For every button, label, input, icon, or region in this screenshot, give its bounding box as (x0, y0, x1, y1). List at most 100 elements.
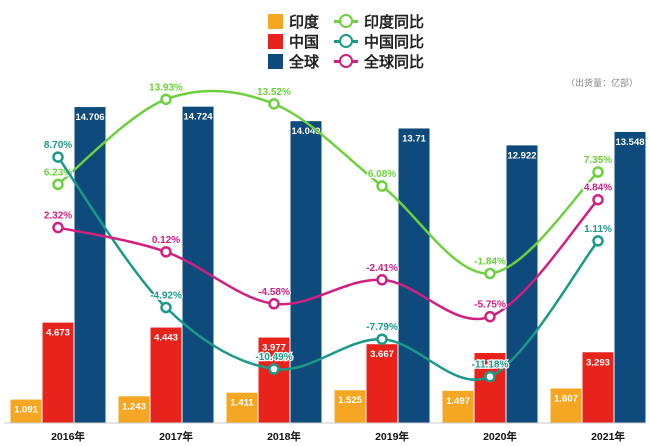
x-tick-label-5: 2021年 (591, 430, 625, 443)
point-india-yoy-2 (268, 98, 280, 110)
point-india-yoy-1 (160, 93, 172, 106)
bar-china-0 (42, 322, 74, 423)
point-label-china-yoy-3: -7.79% (366, 322, 398, 333)
bar-india-5 (550, 388, 582, 423)
bar-global-1 (182, 106, 214, 424)
bar-label-india-3: 1.525 (338, 395, 362, 406)
point-label-china-yoy-1: -4.92% (150, 291, 182, 302)
legend-item-global[interactable]: 全球 (268, 52, 319, 71)
point-label-china-yoy-4: -11.18% (472, 360, 509, 371)
point-india-yoy-0 (52, 178, 64, 191)
point-label-china-yoy-0: 8.70% (44, 140, 72, 151)
bar-india-0 (10, 399, 42, 423)
bar-china-4 (474, 353, 506, 423)
bar-global-5 (614, 131, 646, 423)
line-india-yoy (57, 89, 599, 275)
point-india-yoy-5 (592, 166, 604, 178)
bar-label-india-0: 1.091 (14, 405, 38, 416)
x-tick-label-0: 2016年 (51, 430, 85, 443)
bar-label-global-5: 13.548 (615, 137, 644, 148)
point-china-yoy-0 (52, 151, 64, 163)
point-china-yoy-2 (268, 363, 280, 375)
bar-label-china-5: 3.293 (586, 357, 610, 368)
lines-layer: 6.23%13.93% 13.52%6.08%-1.84%7.35%8.70%-4… (43, 81, 614, 383)
bar-india-4 (442, 390, 474, 423)
bar-global-4 (506, 145, 538, 423)
point-label-global-yoy-0: 2.32% (44, 211, 72, 222)
bar-global-0 (74, 107, 106, 423)
point-label-india-yoy-1: 13.93% (149, 82, 183, 93)
bar-label-china-0: 4.673 (46, 328, 70, 339)
point-china-yoy-3 (376, 333, 388, 345)
bar-label-china-1: 4.443 (154, 333, 178, 344)
legend-swatch-china (268, 33, 283, 49)
legend: 印度 中国 全球 印度同比 中国同比 全球同比 (268, 12, 458, 72)
point-label-global-yoy-2: -4.58% (258, 287, 290, 298)
point-label-global-yoy-4: -5.75% (474, 300, 506, 311)
x-tick-label-2: 2018年 (267, 430, 301, 443)
point-global-yoy-0 (52, 221, 64, 234)
legend-marker-global-yoy (334, 53, 358, 69)
point-china-yoy-5 (592, 235, 604, 247)
legend-item-india-yoy[interactable]: 印度同比 (334, 12, 425, 31)
x-tick-labels: 2016年 2017年 2018年 2019年 2020年 2021年 (51, 430, 625, 443)
bar-label-india-5: 1.607 (554, 393, 578, 404)
legend-item-global-yoy[interactable]: 全球同比 (334, 52, 425, 71)
unit-note: （出货量：亿部） (565, 78, 638, 88)
point-label-global-yoy-5: 4.84% (584, 183, 612, 194)
x-tick-label-3: 2019年 (375, 430, 409, 443)
legend-item-china[interactable]: 中国 (268, 32, 320, 51)
bar-label-india-2: 1.411 (230, 398, 254, 409)
x-tick-label-4: 2020年 (483, 430, 517, 443)
bar-china-1 (150, 327, 182, 423)
legend-swatch-india (268, 13, 283, 29)
bar-india-2 (226, 392, 258, 423)
point-china-yoy-4 (484, 370, 496, 383)
bar-label-global-1: 14.724 (183, 112, 213, 123)
point-india-yoy-4 (484, 267, 496, 280)
point-label-india-yoy-5: 7.35% (584, 155, 612, 166)
point-label-global-yoy-1: 0.12% (152, 235, 180, 246)
bar-label-china-4: 3.257 (478, 358, 502, 369)
point-label-global-yoy-3: -2.41% (366, 263, 398, 274)
x-tick-label-1: 2017年 (159, 430, 193, 443)
bar-label-global-4: 12.922 (507, 150, 536, 161)
legend-label-india-yoy: 印度同比 (364, 13, 425, 31)
bar-global-2 (290, 121, 322, 423)
legend-marker-india-yoy (334, 13, 358, 29)
point-china-yoy-1 (160, 301, 172, 314)
point-global-yoy-3 (376, 274, 388, 286)
legend-swatch-global (268, 53, 283, 69)
bar-label-china-2: 3.977 (262, 343, 286, 354)
bar-china-3 (366, 344, 398, 423)
bar-china-2 (258, 337, 290, 423)
bar-label-india-1: 1.243 (122, 401, 146, 412)
bar-label-global-3: 13.71 (402, 133, 426, 144)
legend-label-global-yoy: 全球同比 (364, 53, 425, 71)
point-label-india-yoy-4: -1.84% (474, 256, 506, 267)
legend-marker-china-yoy (334, 33, 358, 49)
legend-label-china-yoy: 中国同比 (364, 33, 425, 51)
point-label-india-yoy-2: 13.52% (257, 87, 291, 98)
bar-china-5 (582, 352, 614, 423)
point-label-china-yoy-5: 1.11% (584, 224, 612, 235)
bar-india-1 (118, 396, 150, 423)
legend-label-china: 中国 (289, 33, 320, 51)
point-label-china-yoy-2: -10.49% (255, 352, 292, 363)
point-india-yoy-3 (376, 180, 388, 192)
legend-label-india: 印度 (289, 13, 320, 31)
bar-label-global-0: 14.706 (75, 112, 104, 123)
bar-global-3 (398, 128, 430, 424)
bar-india-3 (334, 390, 366, 423)
legend-item-china-yoy[interactable]: 中国同比 (334, 32, 425, 51)
point-global-yoy-1 (160, 246, 172, 258)
line-china-yoy (56, 156, 599, 381)
point-global-yoy-5 (592, 193, 604, 206)
point-global-yoy-4 (484, 310, 496, 323)
bar-label-china-3: 3.667 (370, 349, 394, 360)
point-label-india-yoy-3: 6.08% (368, 169, 396, 180)
bars-layer: 1.091 1.243 1.411 1.525 1.497 1.607 4.673 4.443… (10, 106, 646, 424)
bar-label-india-4: 1.497 (446, 396, 470, 407)
legend-item-india[interactable]: 印度 (268, 12, 320, 31)
